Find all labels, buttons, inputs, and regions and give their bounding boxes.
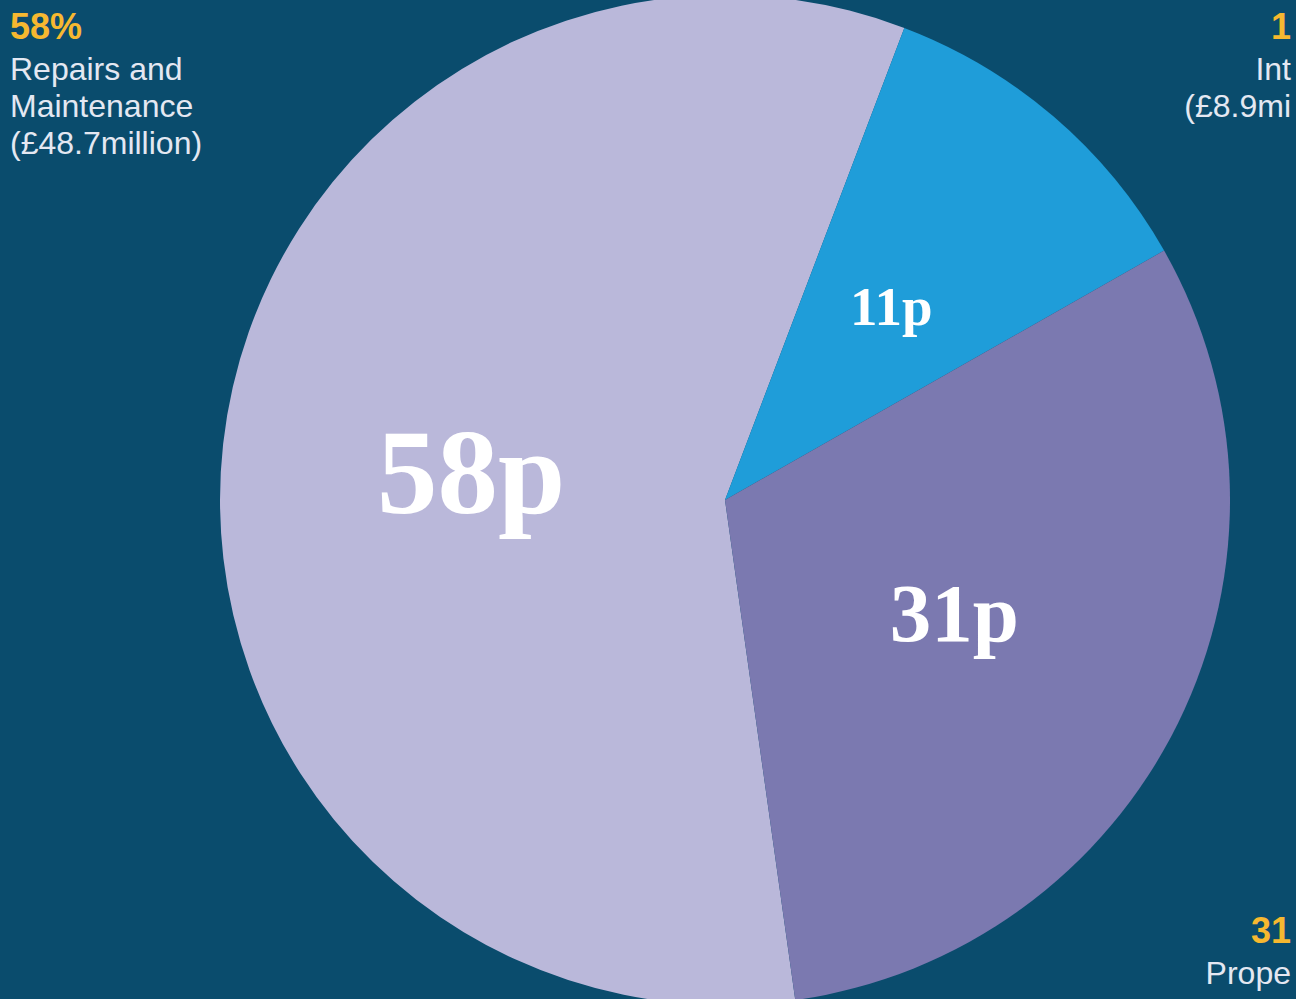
svg-text:Repairs and: Repairs and — [10, 51, 183, 87]
svg-text:Prope: Prope — [1206, 955, 1291, 991]
svg-text:58%: 58% — [10, 6, 82, 47]
svg-text:58p: 58p — [377, 405, 565, 539]
svg-text:Maintenance: Maintenance — [10, 88, 193, 124]
svg-text:Int: Int — [1255, 51, 1291, 87]
svg-text:(£48.7million): (£48.7million) — [10, 125, 202, 161]
svg-text:(£8.9mi: (£8.9mi — [1184, 88, 1291, 124]
svg-text:31p: 31p — [890, 567, 1019, 659]
svg-text:1: 1 — [1271, 6, 1291, 47]
svg-text:11p: 11p — [850, 276, 933, 337]
svg-text:31: 31 — [1251, 910, 1291, 951]
